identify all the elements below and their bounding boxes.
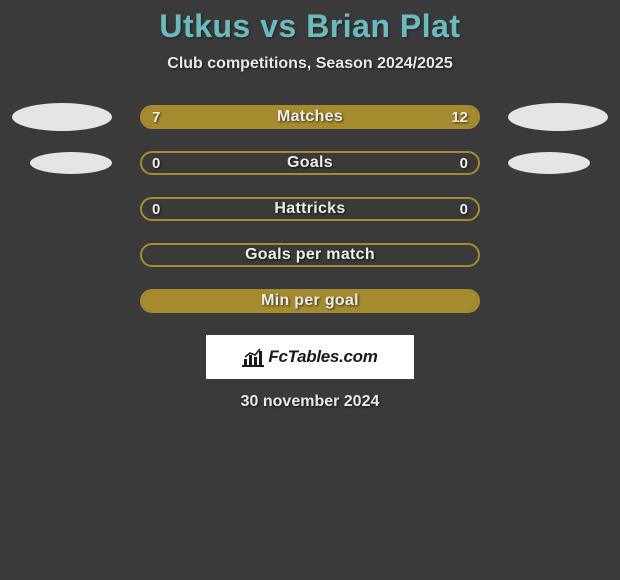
stat-label: Matches	[142, 107, 478, 127]
stat-row: 712Matches	[0, 105, 620, 129]
player-left-marker	[30, 152, 112, 174]
comparison-widget: Utkus vs Brian Plat Club competitions, S…	[0, 0, 620, 411]
stat-bar: Goals per match	[140, 243, 480, 267]
stat-label: Min per goal	[142, 291, 478, 311]
player-right-marker	[508, 152, 590, 174]
player-left-marker	[12, 103, 112, 131]
stat-row: Min per goal	[0, 289, 620, 313]
chart-icon	[242, 347, 264, 367]
stat-label: Goals	[142, 153, 478, 173]
stats-list: 712Matches 00Goals 00Hattricks Goals per ma…	[0, 105, 620, 313]
date-label: 30 november 2024	[0, 393, 620, 411]
stat-row: Goals per match	[0, 243, 620, 267]
stat-bar: 712Matches	[140, 105, 480, 129]
stat-label: Goals per match	[142, 245, 478, 265]
stat-label: Hattricks	[142, 199, 478, 219]
stat-row: 00Hattricks	[0, 197, 620, 221]
stat-bar: Min per goal	[140, 289, 480, 313]
stat-row: 00Goals	[0, 151, 620, 175]
source-logo: FcTables.com	[206, 335, 414, 379]
subtitle: Club competitions, Season 2024/2025	[0, 55, 620, 73]
logo-text: FcTables.com	[268, 347, 377, 367]
player-right-marker	[508, 103, 608, 131]
page-title: Utkus vs Brian Plat	[0, 8, 620, 45]
stat-bar: 00Goals	[140, 151, 480, 175]
stat-bar: 00Hattricks	[140, 197, 480, 221]
